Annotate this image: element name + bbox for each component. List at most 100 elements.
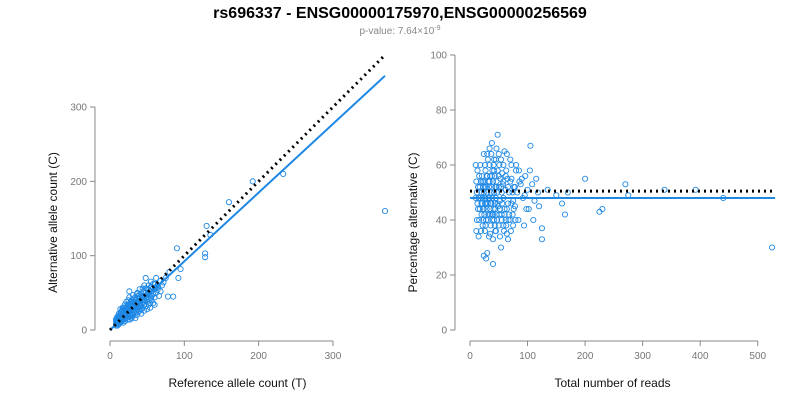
data-point [507, 227, 514, 235]
data-point [483, 200, 490, 207]
data-point [480, 150, 487, 158]
data-point [472, 161, 479, 169]
data-point [481, 161, 489, 169]
y-tick-label: 80 [436, 106, 448, 117]
data-point [489, 236, 497, 243]
data-point [511, 183, 518, 191]
fit-line [109, 75, 386, 331]
data-point [153, 274, 160, 282]
y-tick-label: 200 [70, 177, 87, 188]
data-point [478, 189, 485, 196]
data-point [476, 205, 483, 213]
data-point [381, 208, 389, 215]
data-point [509, 211, 516, 218]
data-point [478, 211, 485, 218]
data-point [476, 172, 483, 180]
data-point [476, 216, 483, 224]
data-point [486, 178, 493, 185]
data-point [125, 297, 132, 304]
chart-title: rs696337 - ENSG00000175970,ENSG000002565… [213, 5, 587, 22]
data-point [496, 161, 503, 169]
data-point [126, 288, 133, 295]
y-tick-label: 0 [81, 326, 87, 337]
data-point [145, 286, 152, 293]
data-point [495, 172, 502, 180]
data-point [500, 227, 508, 235]
data-point [495, 222, 502, 229]
data-point [488, 172, 495, 180]
data-point [484, 172, 491, 180]
data-point [177, 266, 184, 273]
data-point [175, 274, 182, 282]
data-point [202, 254, 209, 261]
data-point [495, 183, 502, 191]
data-point [507, 178, 514, 185]
y-axis-label: Alternative allele count (C) [46, 152, 60, 293]
x-tick-label: 100 [176, 351, 193, 362]
y-axis-label: Percentage alternative (C) [406, 152, 420, 292]
chart-subtitle: p-value: 7.64×10-9 [359, 25, 440, 37]
data-point [202, 250, 209, 257]
data-point [173, 245, 180, 252]
data-point [483, 255, 490, 262]
x-axis-label: Total number of reads [554, 376, 670, 390]
data-point [493, 145, 500, 152]
data-point [516, 178, 523, 185]
subtitle-pvalue: p-value: 7.64×10 [359, 26, 434, 37]
data-point [582, 175, 589, 182]
data-point [164, 293, 172, 300]
data-point [504, 200, 512, 207]
data-point [503, 150, 510, 158]
data-point [117, 306, 124, 313]
data-point [124, 301, 131, 308]
data-point [121, 318, 128, 325]
data-point [150, 300, 157, 307]
data-point [622, 181, 629, 188]
data-point [491, 156, 498, 163]
x-axis-label: Reference allele count (T) [168, 376, 306, 390]
data-point [481, 183, 489, 191]
data-point [480, 205, 487, 213]
data-point [477, 178, 484, 185]
data-point [129, 312, 137, 319]
y-tick-label: 40 [436, 216, 448, 227]
data-point [482, 167, 489, 174]
data-point [530, 216, 537, 224]
data-point [492, 205, 499, 213]
data-point [142, 274, 149, 282]
data-point [482, 222, 489, 229]
data-point [474, 167, 481, 174]
y-tick-label: 100 [70, 251, 87, 262]
data-point [473, 178, 480, 185]
data-point [561, 211, 569, 218]
x-tick-label: 200 [577, 351, 594, 362]
data-point [559, 200, 566, 207]
data-point [478, 200, 485, 207]
data-point [484, 150, 491, 158]
data-point [498, 156, 505, 163]
data-point [525, 205, 532, 213]
data-point [484, 156, 491, 163]
data-point [142, 285, 149, 292]
data-point [225, 199, 232, 206]
data-point [498, 216, 505, 224]
y-tick-label: 300 [70, 103, 87, 114]
data-point [156, 292, 163, 299]
data-point [515, 167, 522, 174]
data-point [488, 139, 495, 147]
points-group [472, 131, 776, 268]
data-point [493, 183, 500, 191]
points-group [112, 170, 389, 329]
x-tick-label: 300 [634, 351, 651, 362]
data-point [495, 150, 502, 158]
data-point [139, 285, 146, 292]
data-point [477, 227, 484, 235]
data-point [500, 178, 507, 185]
data-point [507, 156, 514, 163]
data-point [249, 178, 256, 185]
data-point [479, 178, 486, 185]
data-point [488, 183, 495, 191]
x-tick-label: 0 [107, 351, 113, 362]
panels: 0 100 200 300 0 100 200 300 Reference allele cou… [46, 51, 776, 390]
